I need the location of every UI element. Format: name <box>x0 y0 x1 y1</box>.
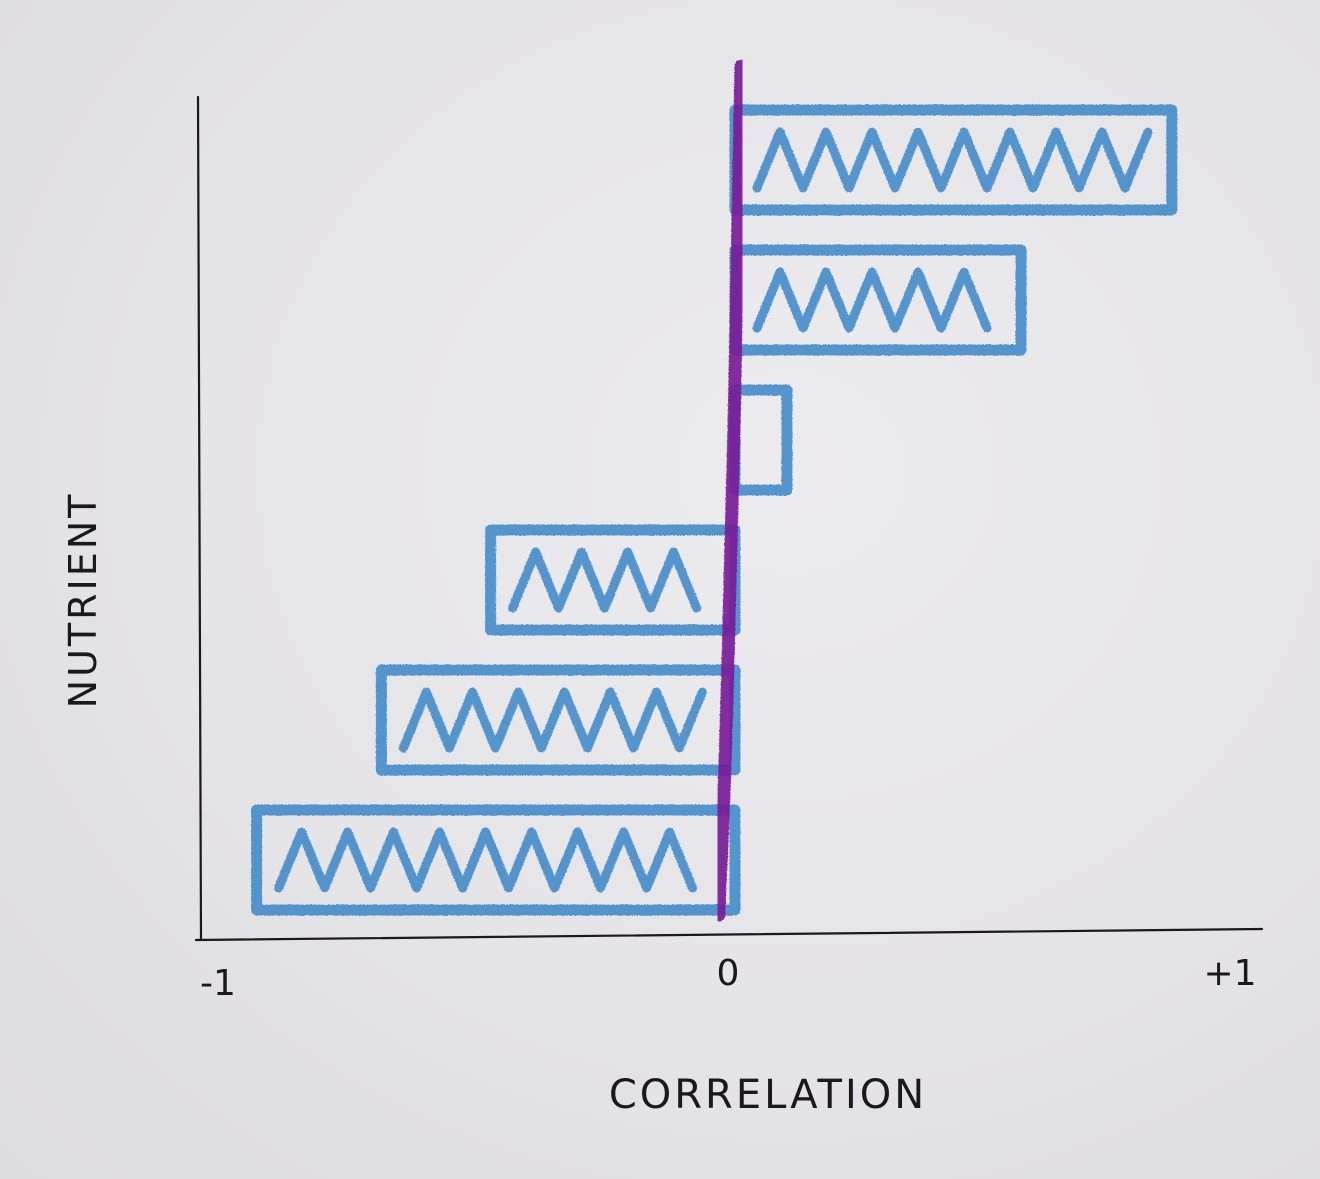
bar-outline <box>375 664 741 776</box>
bar-hatch-fill <box>752 267 992 333</box>
x-tick-label-plus-one: +1 <box>1203 953 1256 994</box>
zero-correlation-line <box>712 59 748 922</box>
x-axis-title: CORRELATION <box>609 1072 927 1118</box>
bar-5 <box>251 804 741 916</box>
bar-2 <box>729 384 793 496</box>
bar-0 <box>729 104 1178 216</box>
y-axis-line <box>196 95 203 942</box>
bar-hatch-fill <box>274 827 698 893</box>
bars-group <box>251 104 1178 916</box>
x-tick-label-zero: 0 <box>717 953 740 994</box>
y-axis-title: NUTRIENT <box>61 492 105 709</box>
bar-outline <box>251 804 741 916</box>
bar-hatch-fill <box>508 547 702 613</box>
bar-3 <box>485 524 741 636</box>
x-tick-label-minus-one: -1 <box>200 963 236 1004</box>
bar-hatch-fill <box>398 687 707 753</box>
bar-4 <box>375 664 741 776</box>
bar-hatch-fill <box>752 127 1153 193</box>
bar-outline <box>729 384 793 496</box>
bar-1 <box>729 244 1027 356</box>
x-axis-line <box>194 927 1264 942</box>
